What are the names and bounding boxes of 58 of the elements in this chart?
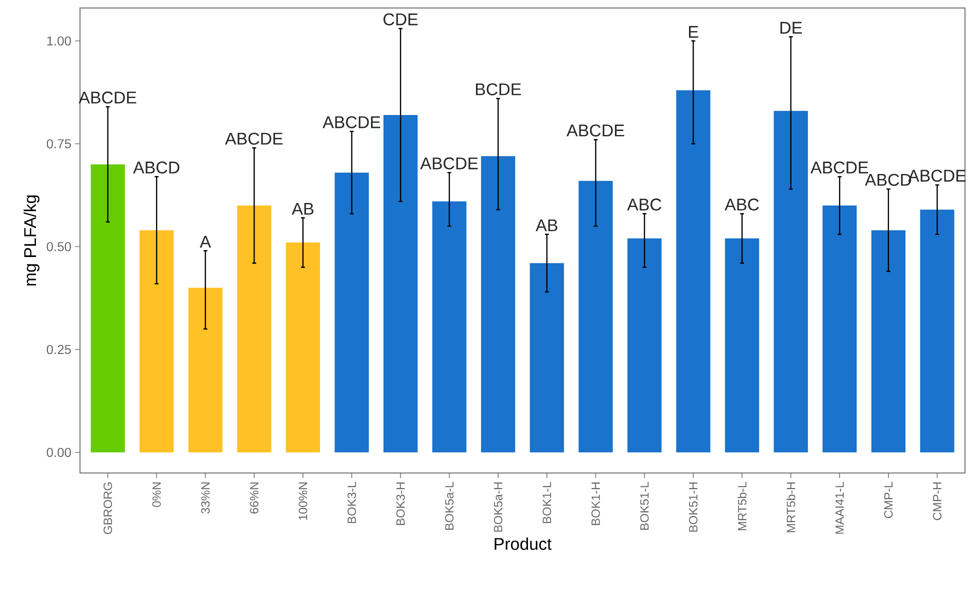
x-tick-label: BOK1-H	[591, 482, 600, 526]
bar	[237, 206, 272, 452]
annotation: ABCDE	[420, 157, 478, 170]
bar	[383, 114, 418, 452]
annotation: DE	[780, 22, 802, 34]
x-tick-label: BOK3-L	[348, 482, 356, 524]
y-tick-label: 0.75	[46, 139, 71, 148]
annotation: A	[200, 236, 212, 248]
x-tick-label: 33%N	[201, 482, 210, 514]
annotation: AB	[292, 203, 314, 215]
bar	[90, 164, 125, 452]
x-tick-label: CMP-H	[932, 482, 942, 520]
annotation: ABC	[724, 198, 759, 211]
x-axis-title: Product	[494, 538, 552, 550]
x-tick-label: MRT5b-L	[738, 482, 746, 530]
y-tick-label: 0.50	[46, 242, 71, 252]
x-tick-label: BOK3-H	[396, 482, 405, 526]
bar	[724, 238, 760, 452]
x-tick-label: BOK5a-H	[494, 482, 502, 532]
bar	[822, 206, 857, 452]
annotation: ABCDE	[225, 132, 283, 145]
y-tick-label: 0.00	[46, 448, 71, 457]
annotation: AB	[536, 219, 558, 232]
annotation: CDE	[384, 13, 418, 26]
x-tick-label: BOK5a-L	[445, 482, 454, 530]
bar	[530, 263, 564, 452]
bar	[432, 201, 466, 452]
x-tick-label: BOK51-H	[689, 482, 698, 532]
annotation: ABCDE	[810, 162, 868, 174]
bar	[871, 230, 906, 452]
bar	[627, 238, 662, 452]
bar	[286, 242, 320, 452]
x-tick-label: BOK51-L	[640, 482, 649, 530]
x-tick-label: 66%N	[250, 482, 258, 514]
x-tick-label: BOK1-L	[542, 482, 552, 524]
x-tick-label: 100%N	[298, 482, 308, 520]
x-tick-label: 0%N	[152, 482, 161, 507]
bar	[676, 90, 710, 452]
annotation: BCDE	[476, 83, 521, 96]
bar	[481, 156, 516, 452]
x-tick-label: MRT5b-H	[786, 482, 796, 532]
x-tick-label: GBRORG	[104, 482, 112, 534]
annotation: ABCDE	[566, 124, 624, 136]
bar	[140, 230, 174, 452]
annotation: E	[689, 26, 698, 38]
bar	[920, 210, 954, 452]
bar	[774, 110, 808, 452]
y-tick-label: 0.25	[46, 344, 71, 354]
bar	[188, 288, 222, 452]
annotation: ABCD	[133, 162, 180, 174]
bar	[578, 180, 613, 452]
x-tick-label: CMP-L	[884, 482, 893, 518]
x-tick-label: MAAI41-L	[836, 482, 844, 534]
y-axis-title: mg PLFA/kg	[24, 195, 40, 286]
annotation: ABC	[627, 198, 662, 211]
annotation: ABCDE	[322, 116, 380, 128]
bar	[334, 172, 369, 452]
y-tick-label: 1.00	[47, 36, 71, 46]
